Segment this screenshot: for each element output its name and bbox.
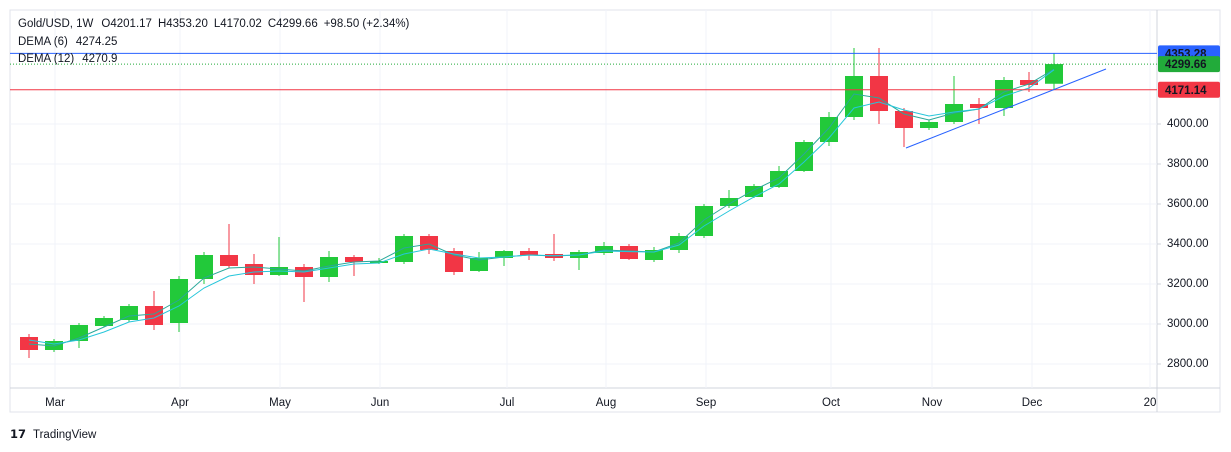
x-tick-label: Jun — [371, 397, 390, 409]
price-label-bg — [1158, 81, 1220, 98]
brand: 𝟭𝟳 TradingView — [10, 429, 97, 441]
price-label: 4171.14 — [1165, 85, 1207, 97]
candle-body — [320, 257, 338, 277]
x-tick-label: Jul — [500, 397, 515, 409]
x-tick-label: Oct — [822, 397, 841, 409]
y-tick-label: 3000.00 — [1167, 318, 1209, 330]
x-tick-label: Mar — [45, 397, 65, 409]
candle-body — [345, 257, 363, 262]
candle-body — [195, 255, 213, 279]
indicator-line — [28, 69, 1055, 345]
grid — [10, 10, 1157, 388]
change: +98.50 (+2.34%) — [324, 18, 410, 30]
candle-body — [1045, 64, 1063, 84]
y-tick-label: 3800.00 — [1167, 158, 1209, 170]
legend-title: Gold/USD, 1W — [18, 18, 94, 30]
candle-body — [970, 104, 988, 108]
legend: Gold/USD, 1W O 4201.17 H 4353.20 L 4170.02 C 42… — [18, 18, 410, 65]
x-tick-label: Dec — [1022, 397, 1043, 409]
y-tick-label: 4000.00 — [1167, 118, 1209, 130]
candle-body — [620, 246, 638, 259]
x-tick-label: Apr — [171, 397, 189, 409]
ohlc-key: O — [101, 18, 110, 30]
candle-body — [470, 258, 488, 271]
plot — [10, 48, 1157, 358]
price-label: 4299.66 — [1165, 59, 1207, 71]
x-tick-label: 20 — [1144, 397, 1157, 409]
candle-body — [845, 76, 863, 117]
y-tick-label: 2800.00 — [1167, 358, 1209, 370]
y-tick-label: 3200.00 — [1167, 278, 1209, 290]
candle-body — [370, 261, 388, 263]
candle-body — [220, 255, 238, 266]
candle-body — [920, 122, 938, 128]
x-tick-label: Nov — [922, 397, 943, 409]
ohlc-value: 4299.66 — [276, 18, 318, 30]
legend-value: 4270.9 — [82, 53, 117, 65]
y-tick-label: 3400.00 — [1167, 238, 1209, 250]
candle-body — [520, 251, 538, 255]
ohlc-value: 4201.17 — [110, 18, 152, 30]
chart-frame — [9, 9, 1221, 413]
legend-name: DEMA (12) — [18, 53, 74, 65]
legend-name: DEMA (6) — [18, 36, 68, 48]
candle-body — [820, 117, 838, 142]
candle-body — [170, 279, 188, 323]
price-label-bg — [1158, 56, 1220, 73]
ohlc-value: 4353.20 — [166, 18, 208, 30]
ohlc-key: H — [158, 18, 166, 30]
x-tick-label: Sep — [696, 397, 716, 409]
candle-body — [1020, 80, 1038, 85]
brand-logo: 𝟭𝟳 — [10, 429, 26, 441]
brand-name: TradingView — [33, 429, 97, 441]
candle-body — [95, 318, 113, 326]
x-tick-label: Aug — [596, 397, 616, 409]
ohlc-key: L — [214, 18, 221, 30]
trend-line — [905, 68, 1107, 149]
legend-value: 4274.25 — [76, 36, 118, 48]
candle-body — [995, 80, 1013, 108]
candle-body — [245, 264, 263, 275]
candle-body — [120, 306, 138, 320]
candle-body — [495, 251, 513, 258]
candle-body — [395, 236, 413, 262]
y-tick-label: 3600.00 — [1167, 198, 1209, 210]
candle-body — [645, 250, 663, 260]
axes: 2800.00 3000.00 3200.00 3400.00 3600.00 3800.… — [45, 45, 1220, 409]
candle-body — [145, 306, 163, 325]
candle-body — [70, 325, 88, 341]
candle-body — [695, 206, 713, 236]
ohlc-key: C — [268, 18, 276, 30]
candle-body — [745, 186, 763, 197]
candle-body — [420, 236, 438, 250]
x-tick-label: May — [269, 397, 291, 409]
candle-body — [20, 337, 38, 350]
ohlc-value: 4170.02 — [220, 18, 262, 30]
candle-body — [870, 76, 888, 111]
candle-body — [770, 171, 788, 187]
candle-body — [720, 198, 738, 206]
